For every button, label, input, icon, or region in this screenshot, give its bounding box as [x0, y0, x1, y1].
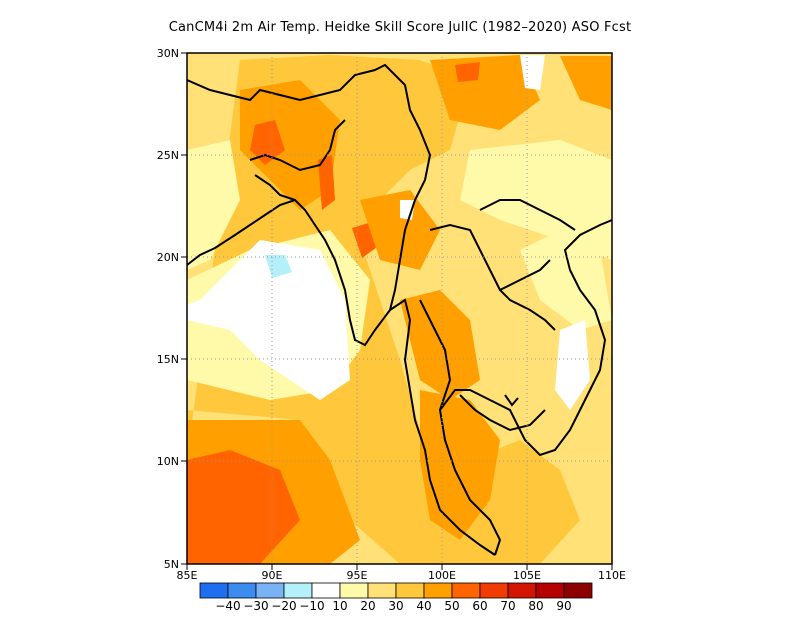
colorbar-swatch [339, 582, 369, 599]
colorbar-label: 10 [332, 599, 347, 613]
colorbar-swatch [423, 582, 453, 599]
tick-marks [181, 52, 613, 570]
colorbar-swatch [563, 582, 593, 599]
colorbar-swatch [227, 582, 257, 599]
colorbar-swatch [507, 582, 537, 599]
colorbar-label: 50 [444, 599, 459, 613]
colorbar-label: −20 [271, 599, 296, 613]
y-tick-label: 25N [157, 149, 179, 162]
x-tick-label: 100E [428, 569, 456, 582]
colorbar-label: 60 [472, 599, 487, 613]
x-tick-label: 110E [598, 569, 626, 582]
x-tick-label: 90E [262, 569, 283, 582]
colorbar-label: −10 [299, 599, 324, 613]
x-tick-label: 95E [347, 569, 368, 582]
y-tick-label: 5N [164, 558, 179, 571]
colorbar-swatch [199, 582, 229, 599]
colorbar-label: 40 [416, 599, 431, 613]
colorbar-swatch [535, 582, 565, 599]
y-tick-label: 10N [157, 455, 179, 468]
y-tick-label: 15N [157, 353, 179, 366]
colorbar-label: 70 [500, 599, 515, 613]
colorbar-swatch [451, 582, 481, 599]
colorbar-swatch [311, 582, 341, 599]
colorbar-swatch [283, 582, 313, 599]
skill-field [187, 53, 612, 564]
colorbar-label: 30 [388, 599, 403, 613]
y-tick-label: 20N [157, 251, 179, 264]
colorbar-label: 80 [528, 599, 543, 613]
colorbar-swatch [367, 582, 397, 599]
colorbar-swatch [395, 582, 425, 599]
colorbar-label: −30 [243, 599, 268, 613]
x-tick-label: 105E [513, 569, 541, 582]
map-title: CanCM4i 2m Air Temp. Heidke Skill Score … [168, 20, 632, 35]
colorbar-swatch [479, 582, 509, 599]
colorbar [199, 582, 593, 599]
colorbar-swatch [255, 582, 285, 599]
map-frame [186, 52, 613, 565]
y-tick-label: 30N [157, 47, 179, 60]
gridlines [187, 53, 612, 564]
colorbar-label: 20 [360, 599, 375, 613]
colorbar-label: 90 [556, 599, 571, 613]
coastlines [187, 63, 612, 556]
colorbar-label: −40 [215, 599, 240, 613]
x-tick-label: 85E [177, 569, 198, 582]
